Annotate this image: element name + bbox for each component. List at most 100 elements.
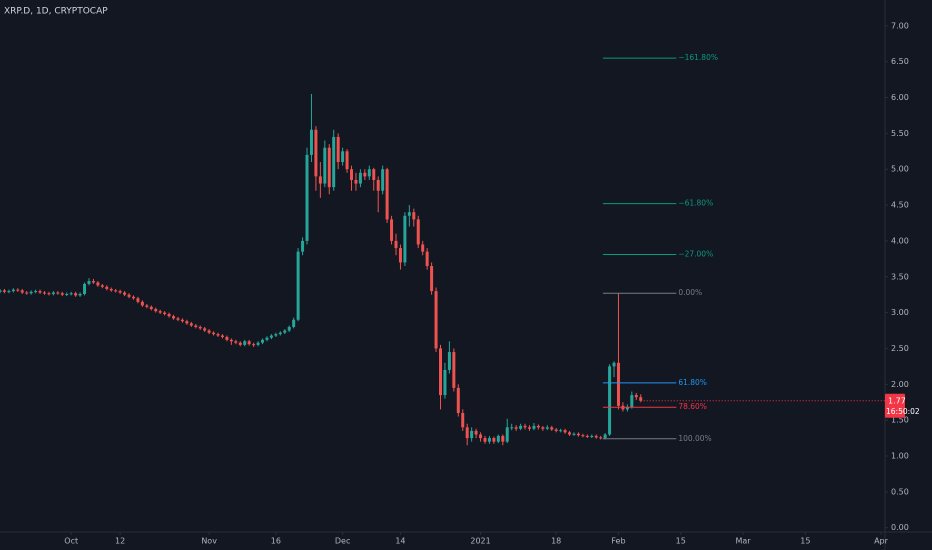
- candle-body: [345, 151, 349, 170]
- x-tick-label: Feb: [611, 537, 625, 546]
- last-price-label: 1.77: [888, 396, 906, 405]
- candle-body: [301, 240, 305, 252]
- y-tick-label: 2.50: [891, 344, 909, 353]
- candle-body: [47, 293, 51, 295]
- candle-body: [519, 425, 523, 429]
- candle-body: [83, 283, 87, 294]
- candle-body: [332, 136, 336, 188]
- candle-body: [34, 291, 38, 293]
- candle-body: [194, 325, 198, 327]
- candle-body: [639, 397, 643, 401]
- candle-body: [487, 438, 491, 442]
- candle-body: [376, 179, 380, 191]
- candle-body: [25, 292, 29, 294]
- y-tick-label: 4.50: [891, 201, 909, 210]
- candle-body: [91, 281, 95, 283]
- candle-body: [154, 309, 158, 312]
- candle-body: [131, 296, 135, 299]
- candle-body: [372, 169, 376, 180]
- candle-body: [216, 334, 220, 336]
- candle-body: [198, 326, 202, 329]
- candle-body: [203, 328, 207, 331]
- candle-body: [603, 434, 607, 439]
- candle-body: [283, 330, 287, 333]
- y-tick-label: 3.50: [891, 272, 909, 281]
- candle-body: [336, 136, 340, 163]
- candle-body: [100, 285, 104, 287]
- candle-body: [496, 435, 500, 442]
- candle-body: [238, 342, 242, 345]
- candle-body: [438, 348, 442, 396]
- candle-body: [136, 298, 140, 302]
- x-tick-label: 15: [800, 537, 810, 546]
- candle-body: [212, 332, 216, 335]
- candle-body: [185, 321, 189, 324]
- candle-body: [78, 293, 82, 296]
- candle-body: [523, 425, 527, 428]
- candle-body: [69, 293, 73, 295]
- candle-body: [394, 240, 398, 249]
- y-tick-label: 1.00: [891, 452, 909, 461]
- candle-body: [51, 292, 55, 294]
- candle-body: [390, 219, 394, 241]
- candle-body: [550, 427, 554, 430]
- candle-body: [269, 335, 273, 338]
- candle-body: [309, 129, 313, 155]
- candle-body: [0, 290, 2, 292]
- x-tick-label: 2021: [470, 537, 490, 546]
- y-tick-label: 0.50: [891, 487, 909, 496]
- candle-body: [341, 151, 345, 163]
- candle-body: [385, 169, 389, 220]
- candle-body: [274, 334, 278, 336]
- candle-body: [305, 154, 309, 241]
- candle-body: [514, 427, 518, 429]
- candle-body: [96, 282, 100, 286]
- candle-body: [16, 289, 20, 291]
- candle-body: [608, 366, 612, 435]
- y-tick-label: 1.50: [891, 416, 909, 425]
- y-tick-label: 3.00: [891, 308, 909, 317]
- candle-body: [461, 412, 465, 428]
- y-tick-label: 5.50: [891, 129, 909, 138]
- candle-body: [56, 292, 60, 294]
- candle-body: [479, 434, 483, 439]
- candle-body: [60, 293, 64, 295]
- candle-body: [492, 438, 496, 442]
- candle-body: [42, 292, 46, 294]
- candle-body: [590, 435, 594, 437]
- candle-body: [505, 427, 509, 442]
- candle-body: [167, 314, 171, 317]
- countdown-label: 16:50:02: [886, 407, 920, 416]
- candle-body: [109, 288, 113, 291]
- y-tick-label: 6.00: [891, 93, 909, 102]
- candle-body: [2, 290, 6, 292]
- candle-body: [510, 427, 514, 429]
- candle-body: [243, 341, 247, 345]
- candle-body: [568, 432, 572, 435]
- candle-body: [354, 179, 358, 184]
- candle-body: [114, 290, 118, 292]
- candle-body: [180, 319, 184, 322]
- candle-body: [501, 435, 505, 442]
- candle-body: [634, 395, 638, 398]
- candle-body: [225, 336, 229, 340]
- candle-body: [38, 291, 42, 293]
- candle-body: [599, 437, 603, 439]
- candle-body: [363, 172, 367, 177]
- candle-body: [11, 289, 15, 292]
- candle-body: [585, 435, 589, 437]
- y-tick-label: 2.00: [891, 380, 909, 389]
- candle-body: [447, 352, 451, 370]
- candle-body: [630, 395, 634, 408]
- fib-level-label: 0.00%: [678, 288, 702, 297]
- candle-body: [416, 219, 420, 245]
- candle-body: [430, 266, 434, 292]
- candle-body: [563, 430, 567, 433]
- candle-body: [287, 326, 291, 331]
- candle-body: [425, 251, 429, 266]
- x-tick-label: Dec: [335, 537, 350, 546]
- candle-body: [65, 293, 69, 295]
- x-tick-label: 12: [115, 537, 125, 546]
